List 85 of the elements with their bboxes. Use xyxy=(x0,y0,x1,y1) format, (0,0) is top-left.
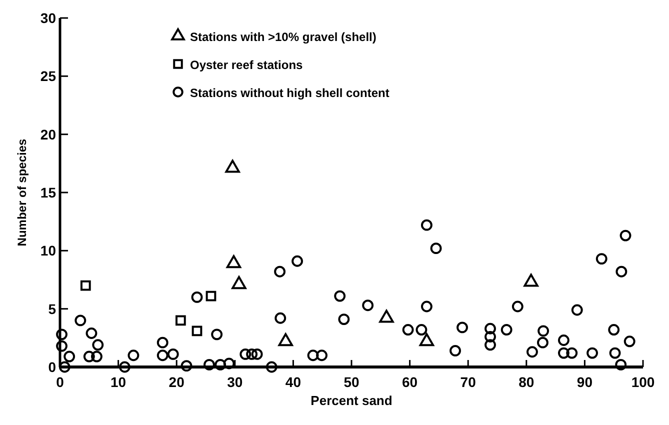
y-tick-label: 5 xyxy=(48,300,56,317)
point xyxy=(128,350,140,362)
point xyxy=(176,315,186,326)
point xyxy=(566,347,578,359)
point xyxy=(274,266,286,278)
point xyxy=(624,336,636,348)
point xyxy=(526,346,538,358)
point xyxy=(538,325,550,337)
point xyxy=(56,340,68,352)
point xyxy=(56,328,68,340)
point xyxy=(58,361,70,373)
point xyxy=(596,253,608,265)
point xyxy=(156,350,168,362)
y-tick-label: 10 xyxy=(40,242,56,259)
point xyxy=(204,358,215,370)
point xyxy=(362,300,374,312)
y-tick-label: 15 xyxy=(40,184,56,200)
point xyxy=(608,324,620,336)
point xyxy=(430,242,442,254)
point xyxy=(64,350,76,362)
point xyxy=(191,291,203,303)
point xyxy=(92,339,104,351)
point xyxy=(620,230,632,242)
point xyxy=(274,312,286,324)
x-tick-label: 60 xyxy=(402,374,418,390)
x-tick-label: 100 xyxy=(631,374,655,390)
point xyxy=(450,345,461,356)
point xyxy=(420,300,432,312)
x-tick-label: 50 xyxy=(344,374,360,390)
y-axis-title: Number of species xyxy=(15,138,29,246)
point xyxy=(558,334,570,346)
point xyxy=(456,322,468,334)
x-tick-label: 70 xyxy=(460,374,476,390)
point xyxy=(586,347,598,359)
point xyxy=(211,328,223,340)
point xyxy=(223,358,235,370)
point xyxy=(91,350,102,362)
point xyxy=(292,255,303,267)
point xyxy=(83,350,95,362)
point xyxy=(74,314,86,326)
x-tick-label: 30 xyxy=(227,374,243,390)
x-tick-label: 90 xyxy=(576,374,593,390)
point xyxy=(484,331,496,342)
point xyxy=(192,326,202,336)
legend-label: Stations without high shell content xyxy=(190,86,390,100)
point xyxy=(206,290,216,302)
point xyxy=(246,348,258,360)
point xyxy=(484,322,496,334)
x-tick-label: 10 xyxy=(110,374,126,390)
y-tick-label: 30 xyxy=(40,10,56,26)
point xyxy=(86,328,98,339)
x-tick-label: 40 xyxy=(285,374,302,390)
x-tick-label: 80 xyxy=(518,374,534,390)
legend-label: Stations with >10% gravel (shell) xyxy=(190,30,376,44)
point xyxy=(616,266,628,278)
point xyxy=(402,324,414,336)
point xyxy=(512,300,524,312)
y-tick-label: 20 xyxy=(40,126,56,142)
point xyxy=(316,350,328,362)
legend-label: Oyster reef stations xyxy=(190,58,304,72)
point xyxy=(167,348,179,360)
point xyxy=(609,347,621,359)
point xyxy=(214,358,226,370)
point xyxy=(118,361,130,373)
point xyxy=(558,347,570,359)
point xyxy=(156,336,168,348)
point xyxy=(484,339,496,351)
point xyxy=(500,324,512,336)
point xyxy=(240,348,252,360)
point xyxy=(266,361,278,373)
point xyxy=(307,350,319,362)
y-tick-label: 25 xyxy=(40,68,56,84)
x-tick-label: 20 xyxy=(168,374,185,390)
point xyxy=(416,324,428,336)
point xyxy=(80,280,91,291)
point xyxy=(615,358,627,370)
point xyxy=(420,219,432,231)
point xyxy=(180,360,192,372)
y-tick-label: 0 xyxy=(48,359,56,375)
point xyxy=(571,304,583,316)
x-axis-title: Percent sand xyxy=(310,393,392,408)
point xyxy=(338,314,350,326)
point xyxy=(537,336,548,348)
point xyxy=(334,290,346,302)
point xyxy=(251,348,263,360)
